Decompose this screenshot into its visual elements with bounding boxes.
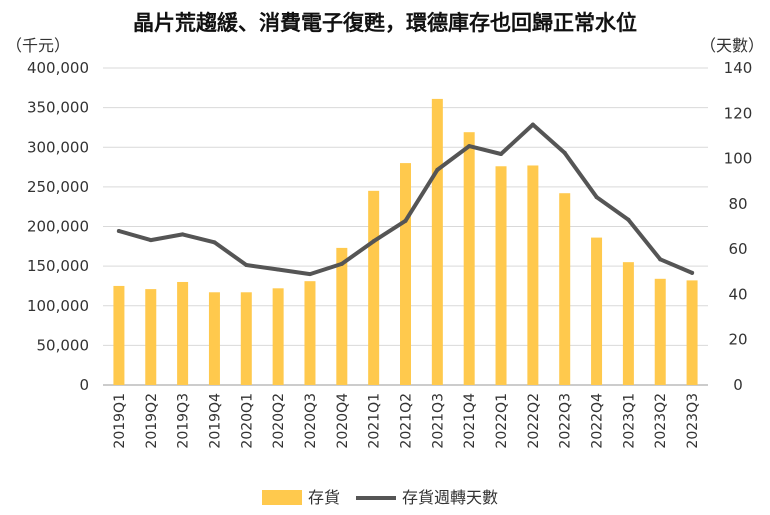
x-tick-label: 2020Q4 <box>335 393 351 449</box>
x-tick-label: 2023Q2 <box>653 393 669 449</box>
x-tick-label: 2019Q1 <box>112 393 128 449</box>
bar-2022Q4 <box>591 237 603 385</box>
right-tick-label: 40 <box>728 285 747 303</box>
bar-2022Q2 <box>527 165 539 385</box>
line-point-2022Q3 <box>562 150 567 155</box>
bar-2020Q2 <box>272 288 284 385</box>
left-tick-label: 350,000 <box>27 99 89 117</box>
line-point-2023Q1 <box>626 217 631 222</box>
bar-2022Q1 <box>495 166 507 385</box>
bar-2023Q1 <box>622 262 634 385</box>
line-point-2022Q4 <box>594 195 599 200</box>
line-point-2019Q4 <box>212 240 217 245</box>
line-point-2023Q2 <box>658 257 663 262</box>
x-tick-label: 2021Q4 <box>462 393 478 449</box>
right-tick-label: 120 <box>724 104 753 122</box>
right-tick-label: 80 <box>728 195 747 213</box>
line-point-2021Q3 <box>435 167 440 172</box>
x-tick-label: 2019Q3 <box>176 393 192 449</box>
bar-2023Q3 <box>686 280 698 385</box>
left-tick-label: 50,000 <box>37 336 90 354</box>
line-point-2023Q3 <box>690 270 695 275</box>
bar-2023Q2 <box>654 278 666 385</box>
line-point-2020Q4 <box>339 261 344 266</box>
right-tick-label: 60 <box>728 240 747 258</box>
x-tick-label: 2021Q2 <box>399 393 415 449</box>
line-point-2021Q1 <box>371 239 376 244</box>
right-axis-ticks: 0 20 40 60 80 100 120 140 <box>724 59 753 394</box>
right-axis-unit: （天數） <box>700 36 764 55</box>
legend: 存貨 存貨週轉天數 <box>262 488 498 507</box>
line-point-2022Q2 <box>530 122 535 127</box>
left-axis-unit: （千元） <box>6 36 70 55</box>
line-point-2022Q1 <box>499 152 504 157</box>
bar-2021Q2 <box>400 163 411 385</box>
x-tick-label: 2022Q1 <box>494 393 510 449</box>
line-point-2020Q3 <box>307 272 312 277</box>
left-tick-label: 400,000 <box>27 59 89 77</box>
bar-2022Q3 <box>559 193 571 385</box>
line-point-2019Q3 <box>180 232 185 237</box>
x-tick-label: 2020Q3 <box>303 393 319 449</box>
bar-2019Q4 <box>208 292 220 385</box>
bar-2019Q3 <box>177 281 189 385</box>
left-tick-label: 250,000 <box>27 178 89 196</box>
x-axis-ticks: 2019Q1 2019Q2 2019Q3 2019Q4 2020Q1 2020Q2 2020… <box>112 393 701 449</box>
line-point-2019Q1 <box>116 229 121 234</box>
bar-2020Q3 <box>304 281 316 385</box>
right-tick-label: 20 <box>728 331 747 349</box>
line-point-2021Q2 <box>403 218 408 223</box>
left-tick-label: 0 <box>79 376 89 394</box>
legend-swatch-inventory <box>262 490 302 505</box>
x-tick-label: 2019Q2 <box>144 393 160 449</box>
x-tick-label: 2023Q3 <box>685 393 701 449</box>
x-tick-label: 2020Q1 <box>239 393 255 449</box>
legend-label-inventory: 存貨 <box>308 488 340 507</box>
right-tick-label: 140 <box>724 59 753 77</box>
bar-2019Q1 <box>113 285 125 385</box>
bar-2019Q2 <box>145 289 157 385</box>
x-tick-label: 2023Q1 <box>621 393 637 449</box>
line-point-2019Q2 <box>148 238 153 243</box>
left-axis-ticks: 0 50,000 100,000 150,000 200,000 250,000 300,0… <box>27 59 89 394</box>
line-point-2020Q1 <box>244 262 249 267</box>
left-tick-label: 150,000 <box>27 257 89 275</box>
bar-2021Q3 <box>431 98 443 385</box>
line-point-2020Q2 <box>276 267 281 272</box>
bar-2021Q4 <box>463 132 475 385</box>
left-tick-label: 100,000 <box>27 297 89 315</box>
left-tick-label: 200,000 <box>27 218 89 236</box>
x-tick-label: 2022Q2 <box>526 393 542 449</box>
x-tick-label: 2021Q1 <box>367 393 383 449</box>
bar-2020Q1 <box>240 292 252 385</box>
line-point-2021Q4 <box>467 144 472 149</box>
legend-label-days: 存貨週轉天數 <box>402 488 498 507</box>
x-tick-label: 2022Q4 <box>590 393 606 449</box>
bar-2021Q1 <box>368 190 380 385</box>
right-tick-label: 0 <box>733 376 743 394</box>
bar-2020Q4 <box>336 247 348 385</box>
right-tick-label: 100 <box>724 150 753 168</box>
x-tick-label: 2022Q3 <box>558 393 574 449</box>
line-series <box>116 122 695 277</box>
bar-series <box>113 98 698 385</box>
left-tick-label: 300,000 <box>27 138 89 156</box>
chart-title: 晶片荒趨緩、消費電子復甦，環德庫存也回歸正常水位 <box>133 11 637 35</box>
x-tick-label: 2020Q2 <box>271 393 287 449</box>
x-tick-label: 2021Q3 <box>430 393 446 449</box>
x-tick-label: 2019Q4 <box>207 393 223 449</box>
